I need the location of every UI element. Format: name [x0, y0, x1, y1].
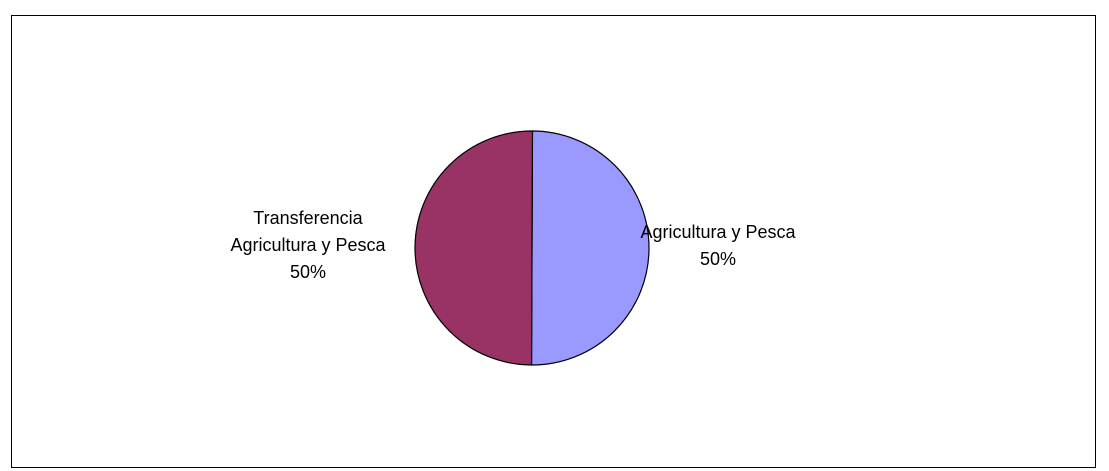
- slice-name: Transferencia: [253, 208, 363, 228]
- pie-slice-label-1: Agricultura y Pesca 50%: [640, 222, 796, 269]
- slice-percent: 50%: [700, 249, 736, 269]
- pie-slice-label-2: Transferencia Agricultura y Pesca 50%: [230, 208, 386, 282]
- pie-slice-1: [530, 130, 650, 366]
- pie-slice-2: [414, 130, 534, 366]
- slice-name: Agricultura y Pesca: [230, 235, 386, 255]
- chart-area: Agricultura y Pesca 50% Transferencia Agric…: [11, 15, 1096, 468]
- slice-name: Agricultura y Pesca: [640, 222, 796, 242]
- slice-percent: 50%: [290, 262, 326, 282]
- pie-chart: Agricultura y Pesca 50% Transferencia Agric…: [230, 130, 797, 366]
